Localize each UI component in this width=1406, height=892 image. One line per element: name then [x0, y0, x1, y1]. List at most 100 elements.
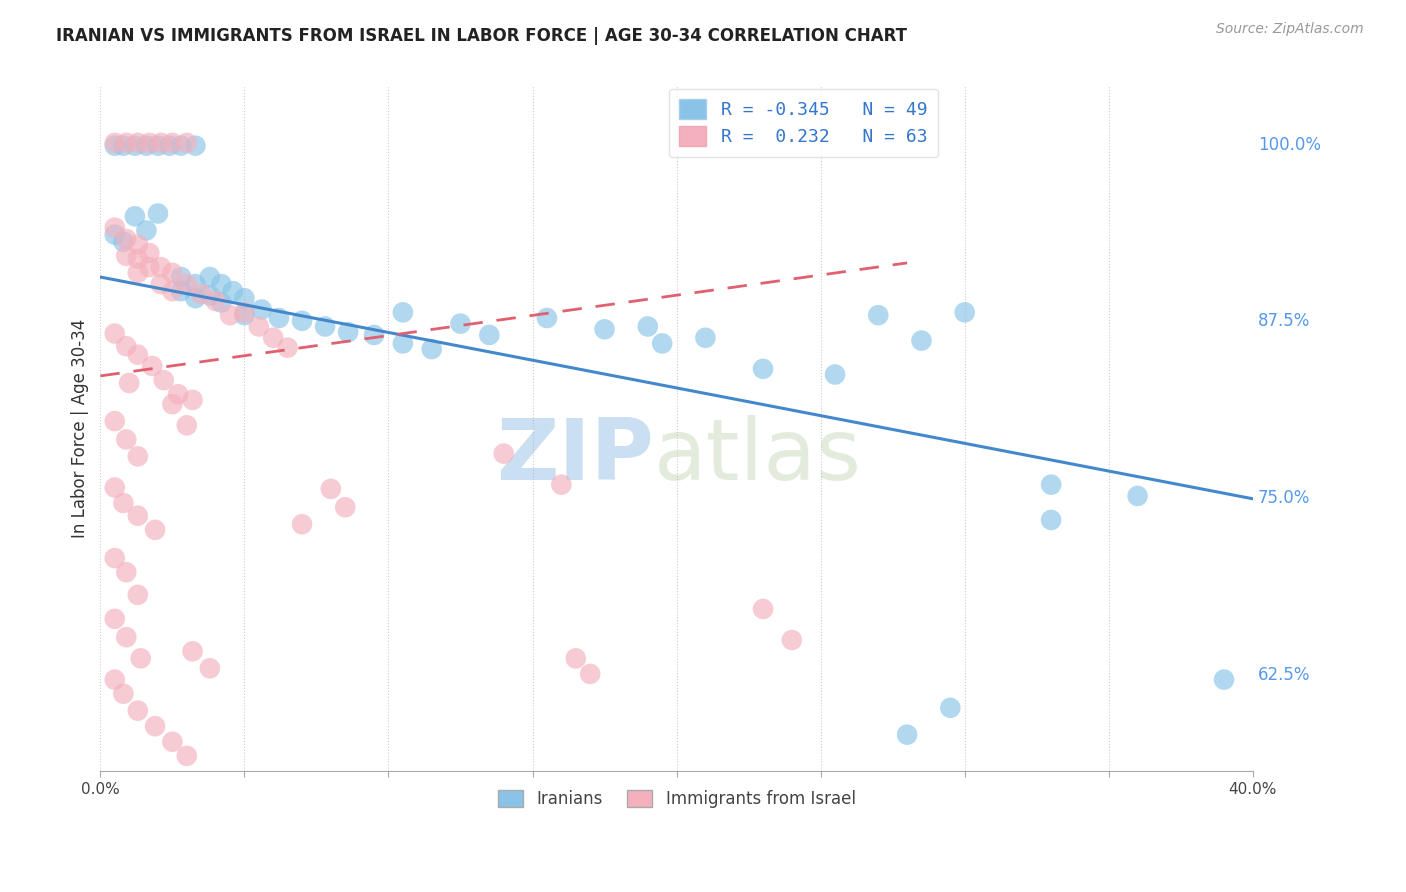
Point [420, 342, 443, 356]
Point [896, 728, 918, 742]
Point [112, 138, 135, 153]
Point [209, 295, 232, 310]
Point [115, 232, 138, 246]
Point [104, 481, 127, 495]
Point [115, 433, 138, 447]
Point [141, 359, 163, 373]
Point [143, 719, 166, 733]
Point [149, 136, 172, 150]
Point [222, 284, 245, 298]
Point [651, 336, 673, 351]
Point [176, 418, 198, 433]
Point [115, 630, 138, 644]
Point [127, 704, 149, 718]
Point [337, 325, 360, 339]
Point [176, 277, 198, 291]
Y-axis label: In Labor Force | Age 30-34: In Labor Force | Age 30-34 [72, 319, 89, 539]
Point [127, 252, 149, 266]
Point [233, 291, 256, 305]
Point [112, 496, 135, 510]
Point [170, 138, 193, 153]
Point [550, 477, 572, 491]
Point [162, 397, 184, 411]
Point [184, 277, 207, 291]
Point [536, 310, 558, 325]
Point [564, 651, 586, 665]
Point [115, 566, 138, 580]
Point [162, 136, 184, 150]
Text: atlas: atlas [654, 415, 862, 498]
Point [138, 246, 160, 260]
Point [135, 223, 157, 237]
Point [1126, 489, 1149, 503]
Point [262, 331, 284, 345]
Point [127, 237, 149, 252]
Point [127, 588, 149, 602]
Point [392, 305, 415, 319]
Point [824, 368, 846, 382]
Point [104, 551, 127, 566]
Point [1040, 477, 1063, 491]
Point [104, 136, 127, 150]
Point [593, 322, 616, 336]
Point [170, 270, 193, 285]
Point [181, 392, 204, 407]
Point [219, 308, 242, 322]
Point [291, 314, 314, 328]
Point [124, 209, 146, 223]
Point [149, 277, 172, 291]
Point [118, 376, 141, 390]
Point [209, 277, 232, 291]
Point [198, 270, 221, 285]
Point [752, 602, 775, 616]
Point [198, 661, 221, 675]
Point [104, 673, 127, 687]
Point [181, 644, 204, 658]
Point [939, 701, 962, 715]
Point [104, 227, 127, 242]
Point [176, 136, 198, 150]
Point [143, 523, 166, 537]
Point [335, 500, 357, 515]
Point [167, 387, 190, 401]
Point [112, 235, 135, 249]
Legend: Iranians, Immigrants from Israel: Iranians, Immigrants from Israel [491, 783, 862, 814]
Point [104, 138, 127, 153]
Point [198, 288, 221, 302]
Point [233, 305, 256, 319]
Point [115, 136, 138, 150]
Point [250, 302, 273, 317]
Point [176, 748, 198, 763]
Point [233, 308, 256, 322]
Point [780, 633, 803, 648]
Point [129, 651, 152, 665]
Point [319, 482, 342, 496]
Point [478, 327, 501, 342]
Point [492, 447, 515, 461]
Point [190, 287, 212, 301]
Point [184, 138, 207, 153]
Point [291, 517, 314, 532]
Point [247, 319, 270, 334]
Point [138, 260, 160, 274]
Point [363, 327, 385, 342]
Point [152, 373, 174, 387]
Point [910, 334, 932, 348]
Point [146, 138, 169, 153]
Point [127, 450, 149, 464]
Point [162, 284, 184, 298]
Point [953, 305, 976, 319]
Point [1213, 673, 1236, 687]
Point [138, 136, 160, 150]
Point [162, 735, 184, 749]
Point [127, 508, 149, 523]
Point [149, 260, 172, 274]
Point [752, 362, 775, 376]
Point [450, 317, 472, 331]
Point [868, 308, 890, 322]
Point [127, 348, 149, 362]
Text: IRANIAN VS IMMIGRANTS FROM ISRAEL IN LABOR FORCE | AGE 30-34 CORRELATION CHART: IRANIAN VS IMMIGRANTS FROM ISRAEL IN LAB… [56, 27, 907, 45]
Text: Source: ZipAtlas.com: Source: ZipAtlas.com [1216, 22, 1364, 37]
Point [277, 341, 299, 355]
Text: ZIP: ZIP [496, 415, 654, 498]
